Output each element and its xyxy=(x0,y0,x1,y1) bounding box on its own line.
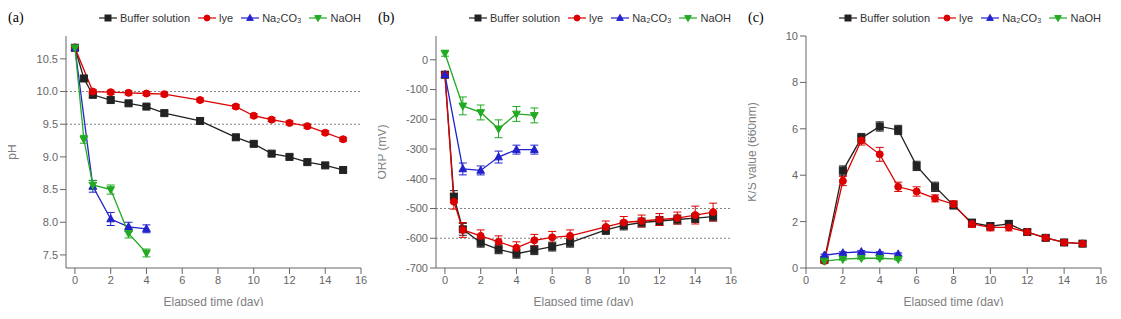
svg-text:6: 6 xyxy=(914,274,920,286)
svg-text:-700: -700 xyxy=(406,262,428,274)
svg-text:12: 12 xyxy=(1021,274,1033,286)
svg-text:-200: -200 xyxy=(406,113,428,125)
svg-text:14: 14 xyxy=(319,274,331,286)
svg-text:Elapsed time (day): Elapsed time (day) xyxy=(163,295,263,306)
svg-text:9.5: 9.5 xyxy=(43,118,58,130)
html-text:Na₂CO₃: Na₂CO₃ xyxy=(262,12,302,24)
svg-text:4: 4 xyxy=(143,274,149,286)
svg-text:14: 14 xyxy=(689,274,701,286)
svg-text:8.0: 8.0 xyxy=(43,216,58,228)
svg-text:8: 8 xyxy=(585,274,591,286)
svg-text:8: 8 xyxy=(950,274,956,286)
svg-text:4: 4 xyxy=(792,169,798,181)
svg-text:4: 4 xyxy=(513,274,519,286)
svg-text:-500: -500 xyxy=(406,202,428,214)
svg-text:-400: -400 xyxy=(406,173,428,185)
svg-text:10: 10 xyxy=(786,30,798,42)
html-text:Na₂CO₃: Na₂CO₃ xyxy=(1002,12,1042,24)
svg-text:2: 2 xyxy=(792,216,798,228)
svg-text:0: 0 xyxy=(792,262,798,274)
svg-text:9.0: 9.0 xyxy=(43,151,58,163)
svg-text:16: 16 xyxy=(725,274,737,286)
svg-text:10.0: 10.0 xyxy=(37,85,58,97)
svg-text:Elapsed time (day): Elapsed time (day) xyxy=(903,295,1003,306)
svg-text:0: 0 xyxy=(72,274,78,286)
svg-text:8.5: 8.5 xyxy=(43,183,58,195)
svg-text:10: 10 xyxy=(248,274,260,286)
html-text:Na₂CO₃: Na₂CO₃ xyxy=(632,12,672,24)
html-text:lye: lye xyxy=(959,12,974,24)
svg-text:10: 10 xyxy=(618,274,630,286)
svg-text:10.5: 10.5 xyxy=(37,53,58,65)
svg-text:12: 12 xyxy=(653,274,665,286)
svg-text:8: 8 xyxy=(215,274,221,286)
svg-text:K/S value (660nm): K/S value (660nm) xyxy=(748,102,759,201)
html-text:(b): (b) xyxy=(378,10,395,25)
html-text:lye: lye xyxy=(589,12,604,24)
svg-text:ORP (mV): ORP (mV) xyxy=(378,124,389,179)
svg-text:-300: -300 xyxy=(406,143,428,155)
svg-text:6: 6 xyxy=(179,274,185,286)
svg-text:2: 2 xyxy=(840,274,846,286)
svg-text:-600: -600 xyxy=(406,232,428,244)
svg-text:16: 16 xyxy=(355,274,367,286)
svg-text:12: 12 xyxy=(283,274,295,286)
svg-text:pH: pH xyxy=(8,144,19,159)
svg-text:Elapsed time (day): Elapsed time (day) xyxy=(533,295,633,306)
html-text:Buffer solution: Buffer solution xyxy=(489,12,561,24)
svg-text:10: 10 xyxy=(984,274,996,286)
html-text:NaOH: NaOH xyxy=(330,12,361,24)
svg-text:8: 8 xyxy=(792,76,798,88)
svg-text:0: 0 xyxy=(442,274,448,286)
html-text:Buffer solution: Buffer solution xyxy=(859,12,931,24)
svg-text:6: 6 xyxy=(792,123,798,135)
svg-text:7.5: 7.5 xyxy=(43,249,58,261)
html-text:lye: lye xyxy=(219,12,234,24)
svg-text:6: 6 xyxy=(549,274,555,286)
svg-text:2: 2 xyxy=(478,274,484,286)
svg-text:2: 2 xyxy=(108,274,114,286)
html-text:(a): (a) xyxy=(8,10,24,25)
svg-text:14: 14 xyxy=(1058,274,1070,286)
svg-text:16: 16 xyxy=(1095,274,1107,286)
svg-text:0: 0 xyxy=(803,274,809,286)
svg-text:4: 4 xyxy=(877,274,883,286)
svg-text:-100: -100 xyxy=(406,83,428,95)
svg-text:0: 0 xyxy=(422,54,428,66)
html-text:(c): (c) xyxy=(748,10,764,25)
html-text:NaOH: NaOH xyxy=(1070,12,1101,24)
html-text:NaOH: NaOH xyxy=(700,12,731,24)
html-text:Buffer solution: Buffer solution xyxy=(119,12,191,24)
